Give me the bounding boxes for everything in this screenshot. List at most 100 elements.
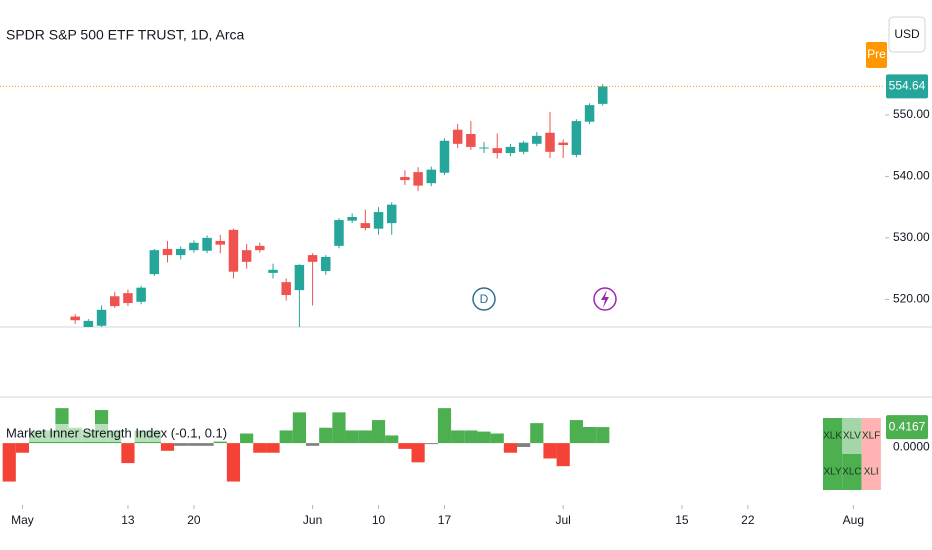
candle-body bbox=[413, 172, 423, 186]
last-price-box bbox=[886, 74, 928, 99]
candle-body bbox=[189, 242, 199, 251]
histogram-bar bbox=[253, 443, 267, 453]
y-tick-label: 530.00 bbox=[893, 230, 930, 244]
session-badge bbox=[866, 42, 887, 68]
y-tick-label: 520.00 bbox=[893, 292, 930, 306]
indicator-title-bg bbox=[4, 424, 182, 442]
lightning[interactable] bbox=[601, 290, 609, 308]
x-tick-label: 15 bbox=[675, 513, 689, 527]
candle-body bbox=[479, 147, 489, 149]
histogram-bar bbox=[596, 427, 610, 444]
candle-body bbox=[202, 237, 212, 251]
histogram-bar bbox=[226, 443, 241, 482]
sector-cell bbox=[842, 418, 862, 454]
candle-body bbox=[518, 142, 529, 152]
histogram-bar bbox=[424, 443, 438, 445]
histogram-bar bbox=[266, 443, 280, 453]
candle-body bbox=[598, 86, 608, 104]
histogram-bar bbox=[174, 443, 188, 446]
candle-body bbox=[571, 121, 582, 155]
sector-cell bbox=[823, 454, 843, 490]
histogram-bar bbox=[543, 443, 557, 459]
histogram-bar bbox=[121, 443, 135, 464]
indicator-tick-label: 0.0000 bbox=[893, 439, 930, 453]
x-tick-label: 13 bbox=[121, 513, 135, 527]
sector-cell bbox=[823, 418, 843, 454]
chart-title: SPDR S&P 500 ETF TRUST, 1D, Arca bbox=[6, 27, 245, 43]
indicator-value-label: 0.4167 bbox=[889, 419, 926, 433]
histogram-bar bbox=[371, 420, 386, 444]
sector-name: XLI bbox=[864, 467, 879, 478]
candle-body bbox=[96, 309, 107, 326]
candle-body bbox=[228, 229, 239, 272]
candle-body bbox=[466, 133, 476, 147]
y-tick-label: 550.00 bbox=[893, 107, 930, 121]
dividend-icon[interactable] bbox=[472, 287, 496, 311]
sector-grid: XLK XLV XLF XLY XLC XLI bbox=[823, 418, 881, 490]
x-tick-label: Jul bbox=[556, 513, 571, 527]
histogram-bar bbox=[464, 430, 478, 444]
candle-body bbox=[149, 250, 160, 275]
x-tick-label: Jun bbox=[303, 513, 322, 527]
y-tick-label: 540.00 bbox=[893, 169, 930, 183]
histogram-bar bbox=[292, 412, 306, 444]
histogram-bar bbox=[332, 412, 346, 444]
histogram-bar bbox=[517, 443, 531, 447]
candle-body bbox=[136, 287, 146, 302]
price-pane bbox=[0, 84, 885, 327]
candle-body bbox=[400, 177, 410, 181]
sector-name: XLV bbox=[843, 431, 861, 442]
candle-body bbox=[83, 320, 94, 327]
histogram-bar bbox=[411, 443, 425, 463]
currency[interactable]: USD bbox=[894, 27, 920, 41]
histogram-bar bbox=[213, 441, 227, 444]
sector-cell bbox=[842, 454, 862, 490]
candle-body bbox=[215, 240, 226, 245]
x-tick-label: May bbox=[11, 513, 34, 527]
histogram-bar bbox=[15, 443, 30, 453]
candle-body bbox=[426, 169, 437, 184]
histogram-bar bbox=[160, 443, 175, 451]
candle-body bbox=[321, 256, 331, 272]
candle-body bbox=[505, 146, 516, 154]
candle-body bbox=[109, 296, 120, 307]
candle-body bbox=[439, 140, 450, 173]
sector-name: XLK bbox=[823, 431, 842, 442]
indicator-pane: Market Inner Strength Index (-0.1, 0.1) bbox=[2, 408, 610, 482]
histogram-bar bbox=[556, 443, 570, 467]
candle-body bbox=[545, 132, 555, 152]
dividend-letter[interactable]: D bbox=[480, 292, 489, 306]
candle-body bbox=[70, 316, 80, 321]
candle-body bbox=[294, 264, 305, 291]
candle-body bbox=[175, 248, 186, 256]
x-tick-label: 17 bbox=[438, 513, 452, 527]
axes: 520.00 530.00 540.00 550.00 May 13 20 Jun 10 17 Ju… bbox=[11, 74, 930, 527]
sector-name: XLF bbox=[862, 431, 880, 442]
histogram-bar bbox=[477, 431, 491, 444]
histogram-bar bbox=[345, 430, 359, 444]
candle-body bbox=[584, 105, 595, 122]
sector-cell bbox=[861, 418, 881, 454]
histogram-bar bbox=[503, 443, 518, 453]
candle-body bbox=[347, 216, 357, 221]
indicator-value-box bbox=[886, 415, 928, 440]
candle-body bbox=[162, 248, 173, 256]
candle-body bbox=[281, 282, 291, 296]
histogram-bar bbox=[305, 443, 320, 446]
sector-name: XLY bbox=[824, 467, 842, 478]
currency-button[interactable] bbox=[888, 16, 926, 53]
candle-body bbox=[532, 135, 542, 144]
sector-name: XLC bbox=[842, 467, 861, 478]
candle-body bbox=[255, 245, 265, 251]
x-tick-label: Aug bbox=[843, 513, 864, 527]
histogram-bar bbox=[319, 427, 333, 444]
histogram-bar bbox=[530, 423, 544, 444]
candle-body bbox=[268, 269, 278, 273]
histogram-bar bbox=[2, 443, 16, 482]
last-price-label: 554.64 bbox=[889, 79, 926, 93]
histogram-bar bbox=[200, 443, 214, 446]
candle-body bbox=[334, 220, 344, 246]
candle-body bbox=[558, 142, 568, 146]
histogram-bar bbox=[582, 426, 597, 444]
